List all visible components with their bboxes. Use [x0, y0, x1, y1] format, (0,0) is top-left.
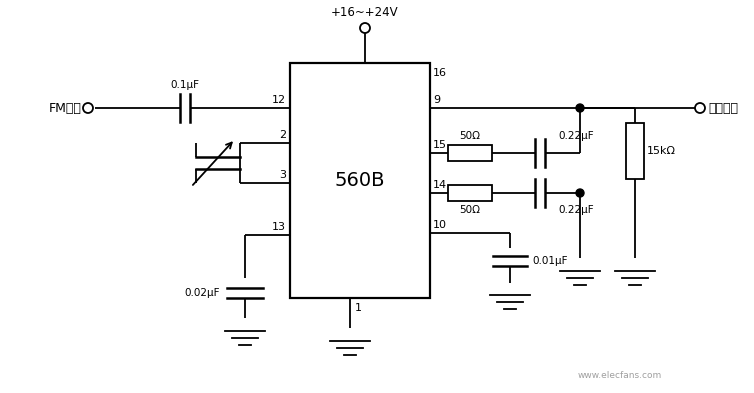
Text: 13: 13: [272, 222, 286, 232]
Text: 50Ω: 50Ω: [459, 131, 480, 141]
Text: 9: 9: [433, 95, 440, 105]
Circle shape: [83, 103, 93, 113]
Circle shape: [576, 189, 584, 197]
Text: 15kΩ: 15kΩ: [647, 145, 676, 156]
Text: 0.02μF: 0.02μF: [185, 288, 220, 298]
Circle shape: [360, 23, 370, 33]
Text: 0.1μF: 0.1μF: [170, 80, 200, 90]
Text: FM输入: FM输入: [49, 101, 82, 114]
Text: +16~+24V: +16~+24V: [331, 7, 399, 20]
Text: 12: 12: [272, 95, 286, 105]
Bar: [626, 123, 644, 178]
Text: 14: 14: [433, 180, 447, 190]
Text: www.elecfans.com: www.elecfans.com: [578, 371, 662, 380]
Bar: [448, 145, 492, 161]
Circle shape: [695, 103, 705, 113]
Circle shape: [576, 104, 584, 112]
Bar: [290, 63, 430, 298]
Text: 1: 1: [355, 303, 362, 313]
Text: 解调输出: 解调输出: [708, 101, 738, 114]
Text: 0.22μF: 0.22μF: [558, 131, 593, 141]
Text: 16: 16: [433, 68, 447, 78]
Text: 2: 2: [279, 130, 286, 140]
Text: 560B: 560B: [335, 171, 385, 190]
Text: 0.22μF: 0.22μF: [558, 205, 593, 215]
Bar: [448, 185, 492, 201]
Text: 50Ω: 50Ω: [459, 205, 480, 215]
Text: 3: 3: [279, 170, 286, 180]
Text: 15: 15: [433, 140, 447, 150]
Text: 10: 10: [433, 220, 447, 230]
Text: 0.01μF: 0.01μF: [532, 256, 568, 266]
